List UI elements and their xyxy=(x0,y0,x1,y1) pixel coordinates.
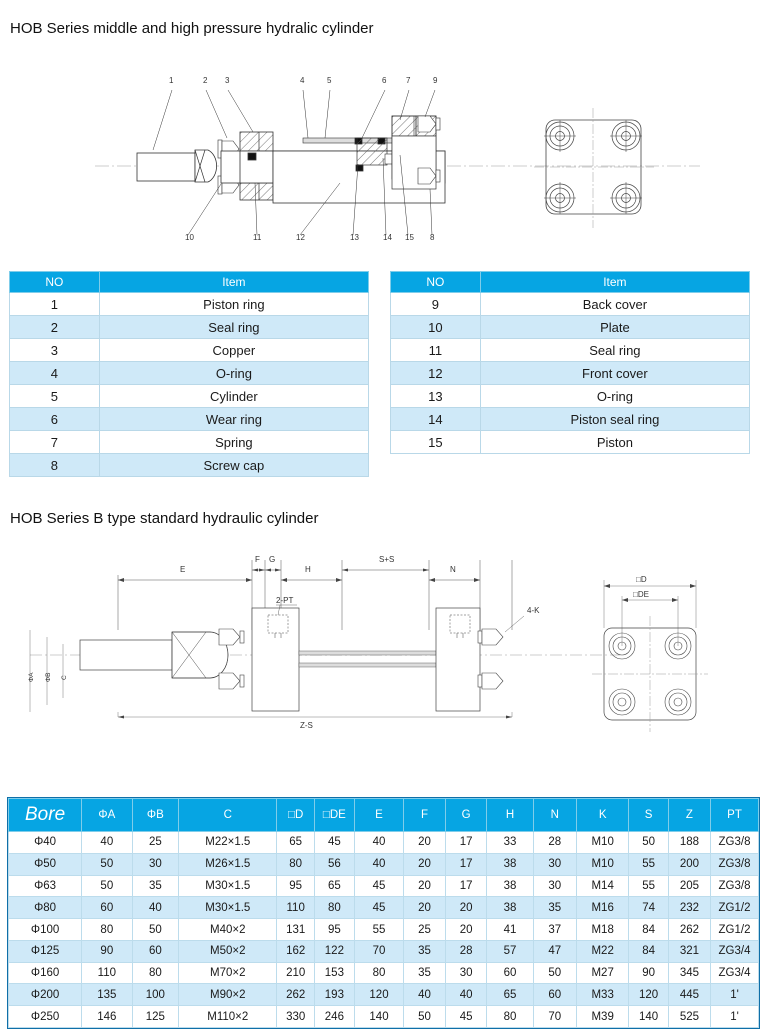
svg-text:□DE: □DE xyxy=(633,590,649,599)
svg-text:□D: □D xyxy=(636,575,647,584)
